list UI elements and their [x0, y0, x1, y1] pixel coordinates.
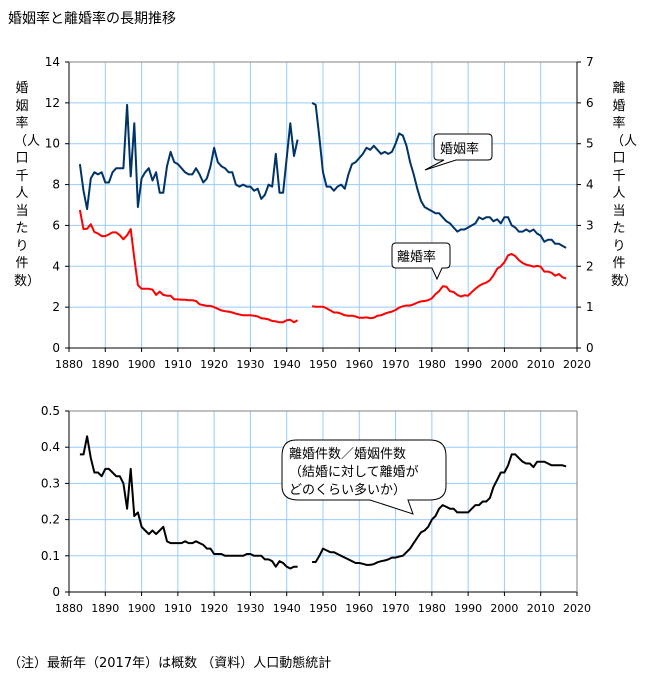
top-x-tick-label: 2020 [563, 358, 591, 371]
marriage-rate-line [311, 102, 567, 249]
top-right-y-tick-label: 1 [586, 300, 594, 314]
top-y-tick-label: 4 [52, 259, 60, 273]
top-right-y-tick-label: 5 [586, 137, 594, 151]
top-x-tick-label: 2010 [527, 358, 555, 371]
divorce-callout-text: 離婚率 [397, 249, 436, 265]
chart-title: 婚姻率と離婚率の長期推移 [8, 11, 176, 27]
top-y-tick-label: 0 [52, 341, 60, 355]
top-x-tick-label: 1920 [200, 358, 228, 371]
ratio-callout-text: 離婚件数／婚姻件数 [289, 447, 406, 462]
top-x-tick-label: 1930 [236, 358, 264, 371]
top-x-tick-label: 1910 [164, 358, 192, 371]
top-x-tick-label: 1940 [273, 358, 301, 371]
bottom-x-tick-label: 1890 [91, 602, 119, 615]
ratio-line [79, 435, 298, 570]
top-x-tick-label: 1960 [345, 358, 373, 371]
bottom-x-tick-label: 1880 [55, 602, 83, 615]
top-right-y-tick-label: 7 [586, 55, 594, 69]
bottom-x-tick-label: 1950 [309, 602, 337, 615]
top-x-tick-label: 1980 [418, 358, 446, 371]
bottom-y-tick-label: 0.2 [41, 513, 60, 527]
divorce-callout-bubble [391, 242, 451, 281]
bottom-x-tick-label: 1940 [273, 602, 301, 615]
bottom-x-tick-label: 2010 [527, 602, 555, 615]
marriage-callout-text: 婚姻率 [440, 141, 479, 157]
bottom-y-tick-label: 0.1 [41, 549, 60, 563]
ratio-callout-bubble [281, 439, 447, 515]
bottom-x-tick-label: 1910 [164, 602, 192, 615]
top-x-tick-label: 1950 [309, 358, 337, 371]
bottom-y-tick-label: 0.5 [41, 404, 60, 418]
top-x-tick-label: 1990 [454, 358, 482, 371]
bottom-x-tick-label: 1980 [418, 602, 446, 615]
top-y-tick-label: 10 [45, 137, 60, 151]
ratio-callout-text: （結婚に対して離婚が [289, 465, 419, 480]
ratio-line [312, 453, 567, 566]
bottom-x-tick-label: 1960 [345, 602, 373, 615]
bottom-y-tick-label: 0 [52, 585, 60, 599]
divorce-rate-line [78, 209, 299, 324]
bottom-x-tick-label: 1970 [382, 602, 410, 615]
bottom-y-tick-label: 0.4 [41, 440, 60, 454]
bottom-x-tick-label: 1900 [128, 602, 156, 615]
marriage-rate-line [78, 103, 299, 211]
bottom-x-tick-label: 1990 [454, 602, 482, 615]
top-y-tick-label: 8 [52, 178, 60, 192]
bottom-x-tick-label: 2000 [490, 602, 518, 615]
top-y-tick-label: 6 [52, 218, 60, 232]
divorce-rate-line [311, 253, 567, 320]
top-y-tick-label: 14 [45, 55, 60, 69]
top-right-y-tick-label: 2 [586, 259, 594, 273]
top-right-y-tick-label: 0 [586, 341, 594, 355]
top-x-tick-label: 1900 [128, 358, 156, 371]
top-right-y-tick-label: 4 [586, 178, 594, 192]
bottom-x-tick-label: 2020 [563, 602, 591, 615]
bottom-x-tick-label: 1930 [236, 602, 264, 615]
top-y-tick-label: 12 [45, 96, 60, 110]
bottom-y-tick-label: 0.3 [41, 476, 60, 490]
top-x-tick-label: 1970 [382, 358, 410, 371]
ratio-callout-text: どのくらい多いか） [289, 482, 406, 498]
bottom-x-tick-label: 1920 [200, 602, 228, 615]
top-x-tick-label: 2000 [490, 358, 518, 371]
top-x-tick-label: 1880 [55, 358, 83, 371]
top-x-tick-label: 1890 [91, 358, 119, 371]
marriage-callout-bubble [424, 133, 493, 171]
top-right-y-tick-label: 3 [586, 218, 594, 232]
footnote: （注）最新年（2017年）は概数 （資料）人口動態統計 [8, 656, 332, 671]
top-right-y-tick-label: 6 [586, 96, 594, 110]
top-y-tick-label: 2 [52, 300, 60, 314]
